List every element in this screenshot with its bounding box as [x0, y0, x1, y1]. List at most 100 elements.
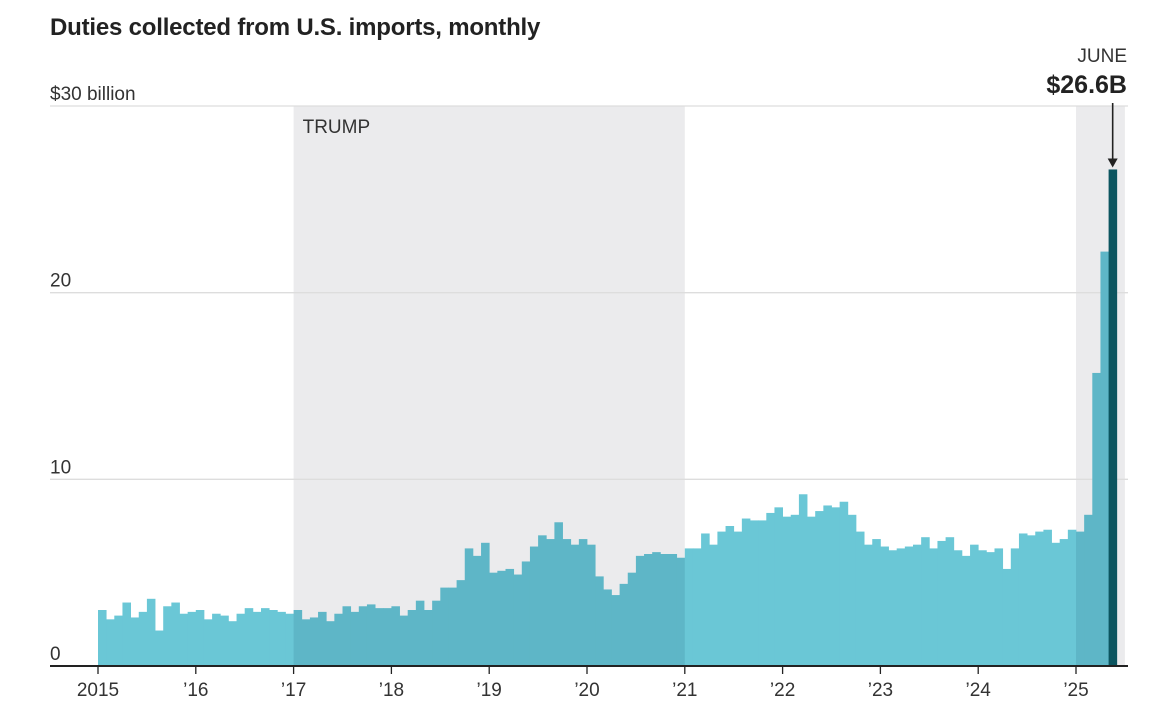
bar [961, 555, 971, 666]
bar [1108, 169, 1118, 666]
callout-month-label: JUNE [1077, 46, 1127, 67]
bar [660, 554, 669, 666]
bar [635, 555, 645, 666]
bar [725, 526, 735, 666]
bar [1002, 568, 1012, 666]
y-tick-label: 0 [50, 644, 61, 665]
gridlines: 0 10 20 $30 billion [50, 84, 1128, 665]
bar [122, 602, 131, 666]
bar [978, 550, 987, 666]
bar [301, 619, 311, 666]
bar [554, 522, 563, 666]
bar [872, 539, 881, 666]
bar [472, 555, 482, 666]
bar [823, 505, 832, 666]
bars [98, 169, 1118, 666]
x-tick-label: ’24 [966, 680, 992, 701]
bar [146, 598, 156, 666]
bar [106, 619, 115, 666]
bar [309, 617, 319, 666]
bar [529, 546, 539, 666]
bar [619, 583, 629, 666]
bar [970, 544, 979, 666]
bar [440, 587, 449, 666]
bar [277, 611, 286, 666]
bar [953, 550, 963, 666]
bar [424, 610, 433, 666]
bar [269, 610, 278, 666]
bar [293, 610, 303, 666]
bar [627, 572, 637, 666]
bar [1043, 529, 1052, 666]
bar [587, 544, 596, 666]
x-tick-label: ’19 [477, 680, 502, 701]
bar [1035, 531, 1044, 666]
bar [603, 589, 612, 666]
bar [415, 600, 425, 666]
bar [448, 587, 457, 666]
bar [774, 507, 783, 666]
bar [766, 512, 775, 666]
bar [1027, 535, 1036, 666]
bar [733, 531, 743, 666]
bar [611, 595, 620, 666]
bar [937, 540, 946, 666]
bar [285, 613, 294, 666]
bar [692, 548, 702, 666]
y-tick-label: 20 [50, 271, 71, 292]
bar [684, 548, 694, 666]
bar [880, 546, 889, 666]
bar [138, 611, 148, 666]
bar [130, 617, 140, 666]
bar [750, 520, 759, 666]
callout-arrow-head [1107, 158, 1118, 168]
bar [668, 554, 678, 666]
bar [570, 544, 580, 666]
bar [187, 611, 197, 666]
x-tick-label: ’17 [281, 680, 306, 701]
chart-title: Duties collected from U.S. imports, mont… [50, 14, 541, 41]
bar [163, 606, 172, 666]
bar [1076, 531, 1085, 666]
bar [171, 602, 180, 666]
x-tick-label: ’22 [770, 680, 795, 701]
bar [432, 600, 441, 666]
bar [831, 507, 841, 666]
bar [1059, 539, 1069, 666]
bar [1084, 514, 1093, 666]
bar [798, 494, 808, 666]
bar [1018, 533, 1028, 666]
bar [538, 535, 547, 666]
x-tick-label: ’20 [574, 680, 599, 701]
bar [220, 615, 229, 666]
bar [464, 548, 474, 666]
callout-value-label: $26.6B [1046, 71, 1127, 99]
bar [342, 606, 352, 666]
bar [562, 539, 572, 666]
bar [741, 518, 751, 666]
bar [758, 520, 767, 666]
bar [407, 610, 417, 666]
bar [847, 514, 857, 666]
bar [489, 572, 498, 666]
bar [1092, 372, 1101, 666]
bar [114, 615, 123, 666]
x-tick-label: ’23 [868, 680, 893, 701]
bar [318, 611, 327, 666]
bar [155, 630, 164, 666]
bar [855, 531, 865, 666]
labels: TRUMP JUNE $26.6B [303, 46, 1127, 168]
bar [896, 548, 906, 666]
y-tick-label: 10 [50, 457, 71, 478]
bar [481, 542, 490, 666]
bar [252, 611, 262, 666]
bar [497, 570, 506, 666]
bar [391, 606, 400, 666]
bar [839, 501, 849, 666]
bar [203, 619, 213, 666]
bar [334, 613, 343, 666]
bar [644, 554, 653, 666]
bar [399, 615, 409, 666]
bar [383, 608, 392, 666]
